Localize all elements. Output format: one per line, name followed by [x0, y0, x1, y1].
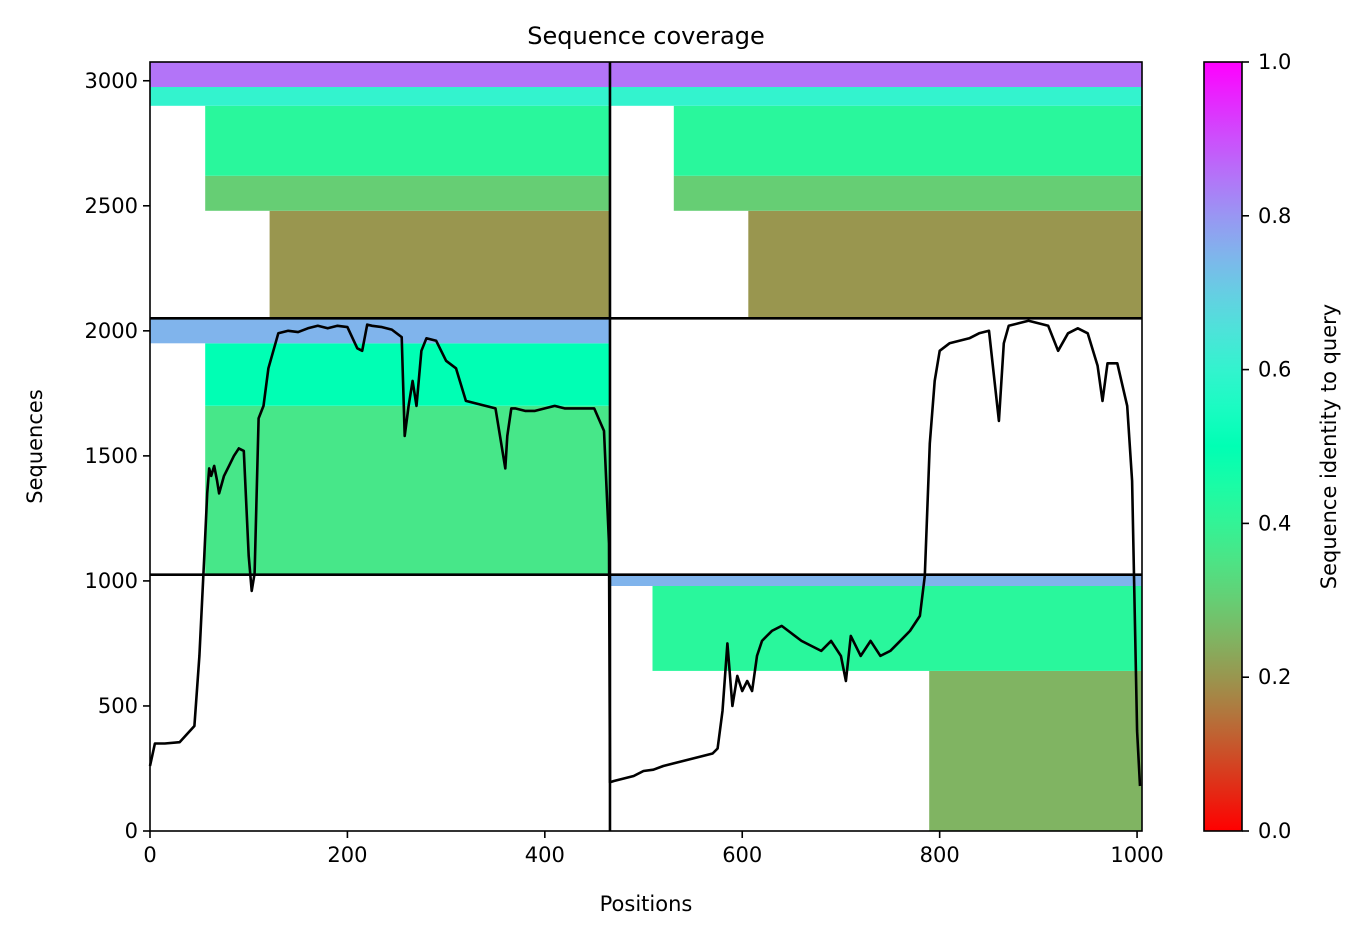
colorbar-gradient [1203, 61, 1243, 832]
identity-band [673, 105, 1142, 176]
y-axis: 0 500 1000 1500 2000 2500 3000 [85, 69, 150, 843]
identity-band [610, 574, 1142, 586]
identity-band [150, 62, 610, 87]
x-tick-label: 400 [525, 843, 565, 867]
colorbar: 0.0 0.2 0.4 0.6 0.8 1.0 [1203, 50, 1291, 843]
colorbar-tick-label: 0.8 [1258, 204, 1291, 228]
identity-band [205, 405, 610, 575]
identity-band [205, 105, 610, 176]
y-tick-label: 0 [125, 819, 138, 843]
identity-band [150, 318, 610, 344]
identity-band [673, 175, 1142, 211]
y-tick-label: 1000 [85, 569, 138, 593]
chart-title: Sequence coverage [527, 22, 764, 50]
identity-band [610, 62, 1142, 87]
coverage-block [610, 574, 1142, 831]
coverage-block [150, 318, 610, 575]
x-tick-label: 0 [143, 843, 156, 867]
x-tick-label: 800 [920, 843, 960, 867]
y-tick-label: 3000 [85, 69, 138, 93]
y-tick-label: 2000 [85, 319, 138, 343]
colorbar-label: Sequence identity to query [1317, 304, 1341, 589]
colorbar-tick-label: 1.0 [1258, 50, 1291, 74]
x-axis-label: Positions [600, 892, 693, 916]
y-tick-label: 500 [98, 694, 138, 718]
y-axis-label: Sequences [23, 389, 47, 504]
x-axis: 0 200 400 600 800 1000 [143, 831, 1164, 867]
y-tick-label: 2500 [85, 194, 138, 218]
colorbar-tick-label: 0.2 [1258, 665, 1291, 689]
x-tick-label: 600 [722, 843, 762, 867]
x-tick-label: 1000 [1110, 843, 1163, 867]
identity-band [150, 87, 610, 106]
identity-band [929, 670, 1142, 831]
colorbar-tick-label: 0.6 [1258, 358, 1291, 382]
coverage-line [148, 319, 1142, 787]
colorbar-tick-label: 0.0 [1258, 819, 1291, 843]
identity-band [205, 175, 610, 211]
identity-band [652, 585, 1142, 671]
plot-frame [149, 61, 1143, 832]
coverage-block [150, 62, 610, 319]
identity-band [610, 87, 1142, 106]
coverage-line-layer [148, 319, 1142, 787]
coverage-heatmap [150, 62, 1142, 831]
coverage-block [610, 62, 1142, 319]
y-tick-label: 1500 [85, 444, 138, 468]
identity-band [269, 210, 610, 319]
colorbar-tick-label: 0.4 [1258, 511, 1291, 535]
x-tick-label: 200 [327, 843, 367, 867]
identity-band [748, 210, 1142, 319]
